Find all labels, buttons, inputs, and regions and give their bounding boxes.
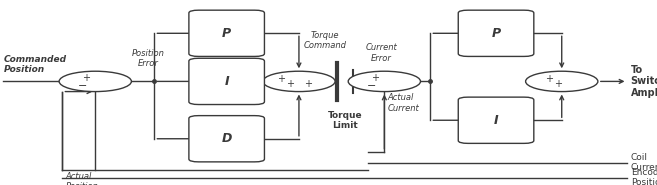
Text: I: I (224, 75, 229, 88)
FancyBboxPatch shape (189, 10, 264, 56)
Text: +: + (545, 74, 553, 84)
Text: +: + (286, 79, 294, 89)
Circle shape (59, 71, 131, 92)
Text: Current
Error: Current Error (365, 43, 397, 63)
Text: −: − (367, 81, 376, 91)
Circle shape (348, 71, 420, 92)
Text: I: I (493, 114, 499, 127)
Text: +: + (304, 79, 312, 89)
FancyBboxPatch shape (189, 116, 264, 162)
Text: To
Switching
Amplifier: To Switching Amplifier (631, 65, 657, 98)
FancyBboxPatch shape (458, 10, 533, 56)
Text: Coil
Currents: Coil Currents (631, 153, 657, 172)
FancyBboxPatch shape (458, 97, 533, 143)
Circle shape (526, 71, 598, 92)
Circle shape (263, 71, 335, 92)
Text: +: + (277, 74, 285, 84)
Text: Actual
Current: Actual Current (388, 93, 419, 113)
Text: Torque
Limit: Torque Limit (328, 111, 362, 130)
Text: D: D (221, 132, 232, 145)
Text: +: + (554, 79, 562, 89)
Text: +: + (82, 73, 90, 83)
Text: Torque
Command: Torque Command (304, 31, 347, 50)
Text: Actual
Position: Actual Position (66, 172, 99, 185)
Text: −: − (78, 81, 87, 91)
Text: Commanded
Position: Commanded Position (4, 55, 67, 74)
Text: +: + (371, 73, 379, 83)
Text: Encoder
Position: Encoder Position (631, 168, 657, 185)
FancyBboxPatch shape (189, 58, 264, 105)
Text: Position
Error: Position Error (131, 49, 164, 68)
Text: P: P (491, 27, 501, 40)
Text: P: P (222, 27, 231, 40)
